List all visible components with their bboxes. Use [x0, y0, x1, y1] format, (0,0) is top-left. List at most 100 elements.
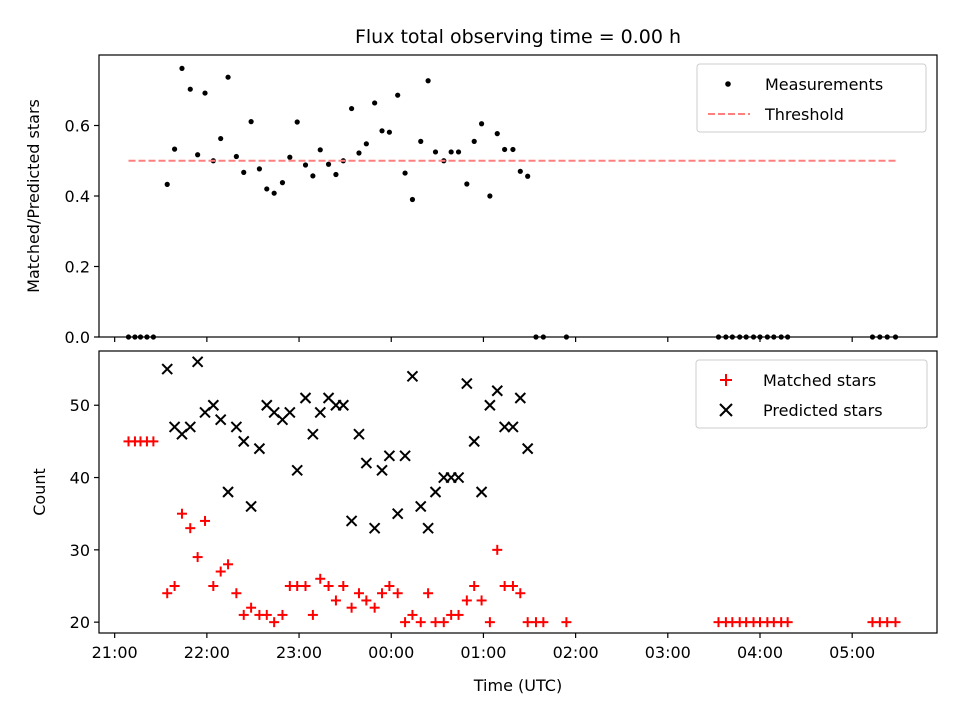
- matched-stars-marker: [307, 609, 318, 620]
- predicted-stars-marker: [291, 464, 303, 477]
- predicted-stars-marker: [368, 522, 381, 534]
- matched-stars-marker: [476, 595, 487, 606]
- predicted-stars-marker-b: [422, 522, 434, 534]
- predicted-stars-marker: [468, 435, 480, 448]
- matched-stars-marker: [369, 602, 380, 613]
- matched-stars-marker: [315, 573, 326, 584]
- measurements-point: [464, 181, 470, 187]
- predicted-stars-marker: [498, 421, 511, 433]
- measurements-point: [471, 138, 477, 144]
- predicted-stars-marker-b: [207, 399, 220, 411]
- measurements-point: [494, 131, 500, 137]
- predicted-stars-marker-b: [491, 385, 503, 397]
- predicted-stars-marker: [383, 450, 396, 462]
- predicted-stars-marker-b: [268, 406, 280, 419]
- predicted-stars-marker: [314, 406, 326, 419]
- measurements-point: [455, 149, 462, 155]
- predicted-stars-marker-b: [299, 392, 312, 404]
- predicted-stars-marker: [238, 435, 250, 448]
- matched-stars-marker: [361, 595, 372, 606]
- predicted-stars-marker: [284, 406, 296, 419]
- matched-stars-marker: [377, 588, 388, 599]
- x-tick-label: 21:00: [92, 643, 138, 662]
- measurements-point: [402, 170, 408, 176]
- predicted-stars-marker: [429, 486, 442, 498]
- matched-stars-marker: [215, 566, 226, 577]
- x-tick-label: 02:00: [553, 643, 599, 662]
- matched-stars-marker: [415, 617, 426, 628]
- matched-stars-marker: [484, 617, 495, 628]
- predicted-stars-marker-b: [284, 406, 296, 419]
- matched-stars-marker: [782, 617, 793, 628]
- predicted-stars-marker-b: [368, 522, 381, 534]
- predicted-stars-marker: [345, 515, 358, 527]
- matched-stars-marker: [330, 595, 341, 606]
- matched-stars-marker: [384, 581, 395, 591]
- matched-stars-marker: [323, 581, 334, 591]
- top-panel-y-axis: 0.0 0.2 0.4 0.6: [65, 117, 99, 347]
- predicted-stars-marker: [299, 392, 312, 404]
- matched-stars-marker: [261, 609, 272, 620]
- predicted-stars-marker-b: [353, 428, 365, 440]
- x-tick-label: 03:00: [645, 643, 691, 662]
- top-legend-frame: [696, 63, 927, 133]
- predicted-stars-marker: [415, 500, 427, 513]
- measurements-point: [425, 78, 431, 84]
- matched-stars-marker: [231, 588, 242, 599]
- predicted-stars-marker-b: [406, 370, 419, 383]
- predicted-stars-marker-b: [475, 486, 488, 498]
- measurements-point: [409, 196, 416, 203]
- matched-stars-marker: [890, 617, 901, 628]
- matched-stars-marker: [162, 588, 173, 599]
- bottom-panel: 20 30 40 50 21:00 22:00 23:00 00:00 01:00 02:00 0…: [30, 350, 938, 695]
- measurements-point: [372, 100, 378, 106]
- measurements-point: [241, 169, 247, 175]
- matched-stars-marker: [223, 559, 234, 570]
- predicted-stars-marker: [491, 385, 503, 397]
- measurements-point: [502, 146, 508, 153]
- predicted-stars-marker-b: [322, 392, 335, 404]
- measurements-point: [448, 149, 454, 155]
- matched-stars-marker: [169, 581, 180, 591]
- matched-stars-marker: [507, 581, 518, 591]
- predicted-stars-marker-b: [521, 442, 534, 455]
- matched-stars-marker: [407, 609, 418, 620]
- predicted-stars-marker-b: [222, 486, 234, 498]
- matched-stars-marker: [423, 588, 434, 599]
- y-tick-label: 20: [70, 613, 90, 632]
- bottom-panel-legend: Matched stars Predicted stars: [695, 359, 928, 429]
- predicted-stars-marker-b: [253, 442, 266, 455]
- measurements-point: [271, 190, 277, 196]
- measurements-point: [187, 86, 193, 92]
- predicted-stars-marker: [422, 522, 434, 534]
- measurements-point: [233, 153, 239, 160]
- predicted-stars-marker: [406, 370, 419, 383]
- y-tick-label: 0.4: [65, 187, 90, 206]
- predicted-stars-marker: [253, 442, 266, 455]
- measurements-point: [195, 152, 201, 158]
- predicted-stars-marker-b: [498, 421, 511, 433]
- predicted-stars-marker-b: [161, 363, 173, 375]
- predicted-stars-marker-b: [291, 464, 303, 477]
- measurements-legend-label: Measurements: [765, 75, 883, 94]
- top-panel-x-axis: [114, 337, 853, 342]
- y-tick-label: 30: [70, 541, 90, 560]
- predicted-stars-marker: [337, 399, 350, 411]
- y-tick-label: 50: [70, 396, 90, 415]
- predicted-stars-marker-b: [168, 421, 181, 433]
- measurements-point: [302, 162, 309, 168]
- predicted-stars-marker-b: [415, 500, 427, 513]
- predicted-stars-marker-b: [337, 399, 350, 411]
- matched-stars-marker: [192, 552, 203, 563]
- measurements-point: [256, 166, 263, 172]
- measurements-point: [164, 181, 170, 187]
- y-tick-label: 0.0: [65, 328, 90, 347]
- predicted-stars-marker: [507, 421, 519, 433]
- measurements-point: [317, 147, 323, 153]
- matched-stars-marker: [300, 581, 311, 591]
- x-tick-label: 23:00: [276, 643, 322, 662]
- matched-stars-marker: [469, 581, 480, 591]
- matched-stars-marker: [346, 602, 357, 613]
- bottom-panel-y-axis: 20 30 40 50: [70, 396, 99, 632]
- measurements-point: [478, 121, 485, 127]
